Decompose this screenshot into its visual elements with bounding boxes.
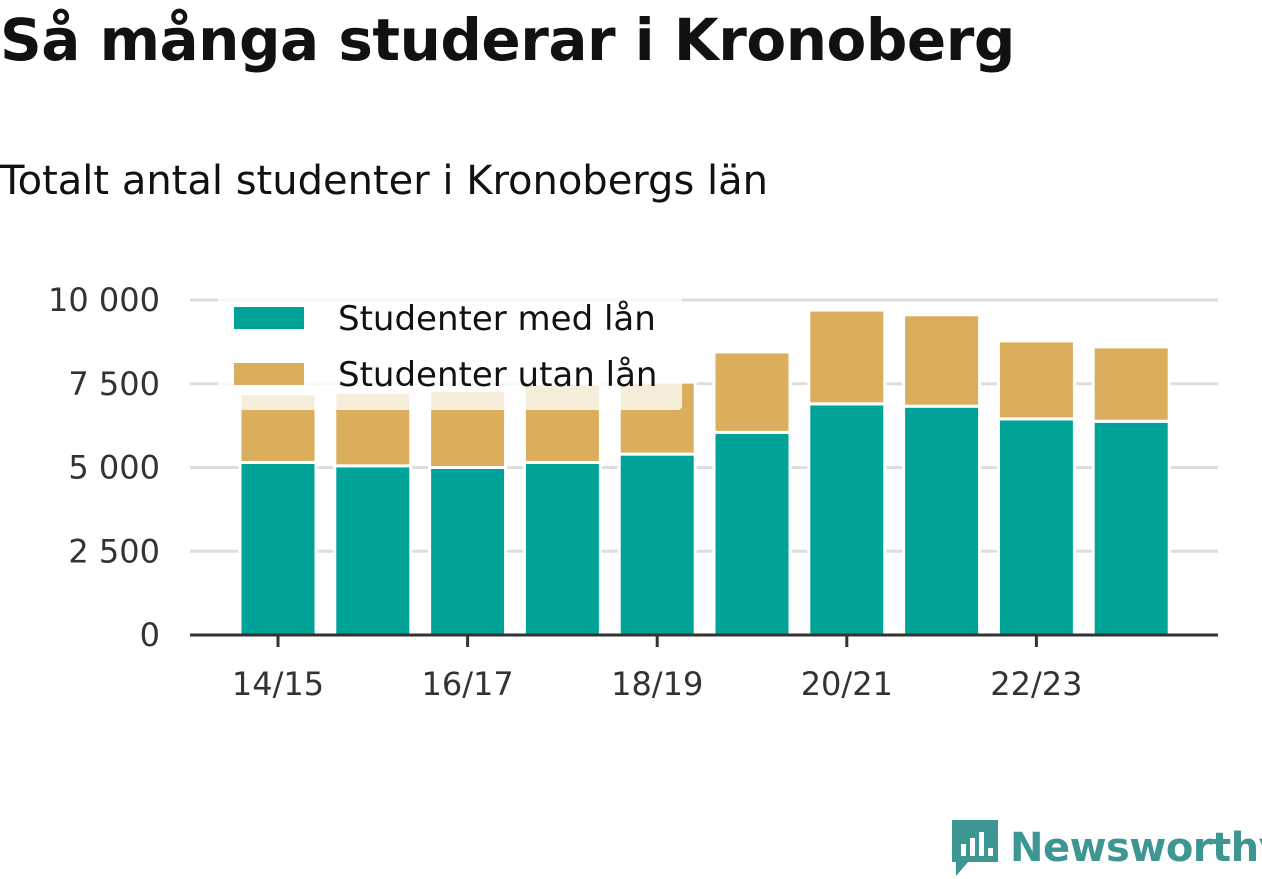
bar-segment <box>1091 419 1171 637</box>
y-tick-label: 7 500 <box>68 365 160 403</box>
legend-background <box>218 295 682 410</box>
legend-swatch <box>234 363 304 385</box>
x-tick-label: 14/15 <box>232 665 324 703</box>
bar-segment <box>712 350 792 434</box>
legend-label: Studenter utan lån <box>338 355 657 395</box>
newsworthy-logo-icon <box>952 820 998 876</box>
y-tick-label: 2 500 <box>68 532 160 570</box>
chart-title: Så många studerar i Kronoberg <box>0 6 1015 74</box>
bar-segment <box>807 402 887 637</box>
bar-segment <box>712 430 792 637</box>
x-tick-label: 20/21 <box>801 665 893 703</box>
bar-segment <box>902 404 982 637</box>
bar-segment <box>996 339 1076 421</box>
bar-segment <box>522 460 602 637</box>
bar-segment <box>1091 345 1171 423</box>
bar-segment <box>333 464 413 637</box>
bar-segment <box>238 460 318 637</box>
newsworthy-logo: Newsworthy <box>950 818 1262 878</box>
legend: Studenter med lån Studenter utan lån <box>218 295 682 410</box>
legend-label: Studenter med lån <box>338 299 656 339</box>
bar-segment <box>428 466 508 637</box>
bar-segment <box>902 313 982 408</box>
x-tick-label: 18/19 <box>611 665 703 703</box>
y-tick-label: 0 <box>140 616 160 654</box>
x-tick-label: 16/17 <box>421 665 513 703</box>
bar-segment <box>807 308 887 406</box>
brand-name: Newsworthy <box>1010 825 1262 871</box>
axes: 0 2 500 5 000 7 500 10 000 14/15 16/17 18/19 20/… <box>48 281 1218 703</box>
y-tick-label: 5 000 <box>68 449 160 487</box>
chart-subtitle: Totalt antal studenter i Kronobergs län <box>0 158 768 204</box>
x-tick-label: 22/23 <box>990 665 1082 703</box>
y-tick-label: 10 000 <box>48 281 160 319</box>
bar-segment <box>617 452 697 637</box>
bar-segment <box>996 417 1076 637</box>
legend-swatch <box>234 307 304 329</box>
